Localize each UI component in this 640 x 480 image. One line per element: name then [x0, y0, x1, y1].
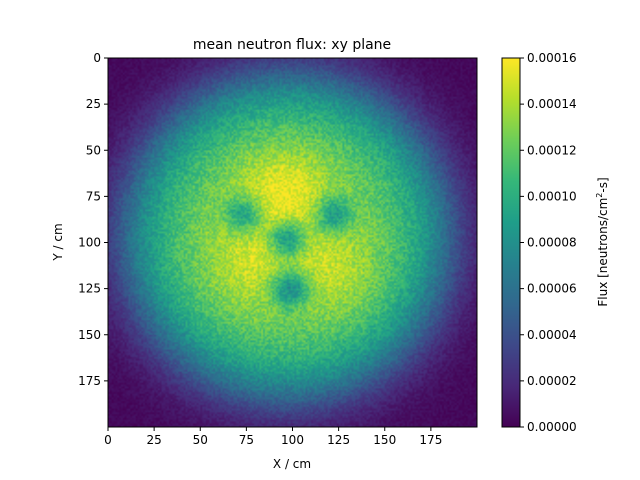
colorbar-tick-label: 0.00004	[527, 328, 577, 342]
x-axis-ticks: 0 25 50 75 100 125 150 175	[104, 427, 442, 447]
y-tick-label: 0	[93, 51, 101, 65]
colorbar-label-suffix: -s]	[596, 177, 610, 192]
y-tick-label: 50	[86, 143, 101, 157]
chart-title: mean neutron flux: xy plane	[193, 37, 391, 53]
colorbar	[501, 57, 521, 428]
y-tick-label: 175	[78, 374, 101, 388]
x-tick-label: 150	[373, 433, 396, 447]
x-tick-label: 0	[104, 433, 112, 447]
y-tick-label: 100	[78, 236, 101, 250]
colorbar-ticks: 0.00000 0.00002 0.00004 0.00006 0.00008 0.000…	[520, 51, 577, 434]
heatmap-image-area	[108, 58, 477, 427]
colorbar-tick-label: 0.00000	[527, 420, 577, 434]
y-tick-label: 75	[86, 189, 101, 203]
colorbar-tick-label: 0.00008	[527, 236, 577, 250]
heatmap-canvas	[108, 58, 477, 427]
y-tick-label: 125	[78, 282, 101, 296]
x-tick-label: 50	[193, 433, 208, 447]
x-axis-label: X / cm	[273, 457, 311, 471]
colorbar-label-main: Flux [neutrons/cm	[596, 198, 610, 307]
y-axis-label: Y / cm	[51, 223, 65, 261]
x-tick-label: 100	[281, 433, 304, 447]
x-tick-label: 125	[327, 433, 350, 447]
colorbar-tick-label: 0.00006	[527, 282, 577, 296]
y-tick-label: 150	[78, 328, 101, 342]
x-tick-label: 25	[146, 433, 161, 447]
y-axis-ticks: 0 25 50 75 100 125 150 175	[78, 51, 108, 388]
colorbar-tick-label: 0.00002	[527, 374, 577, 388]
colorbar-label-superscript: 2	[595, 193, 604, 198]
y-tick-label: 25	[86, 97, 101, 111]
colorbar-tick-label: 0.00016	[527, 51, 577, 65]
colorbar-tick-label: 0.00012	[527, 143, 577, 157]
colorbar-tick-label: 0.00010	[527, 189, 577, 203]
colorbar-tick-label: 0.00014	[527, 97, 577, 111]
colorbar-label: Flux [neutrons/cm2-s]	[595, 177, 610, 306]
x-tick-label: 175	[419, 433, 442, 447]
x-tick-label: 75	[239, 433, 254, 447]
